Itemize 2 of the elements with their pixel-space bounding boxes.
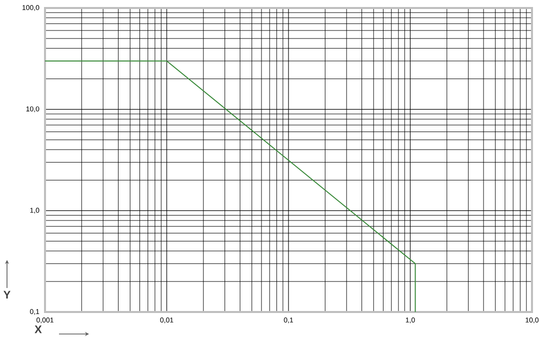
x-axis-title: X: [34, 326, 42, 334]
y-axis-title: Y: [4, 290, 10, 298]
